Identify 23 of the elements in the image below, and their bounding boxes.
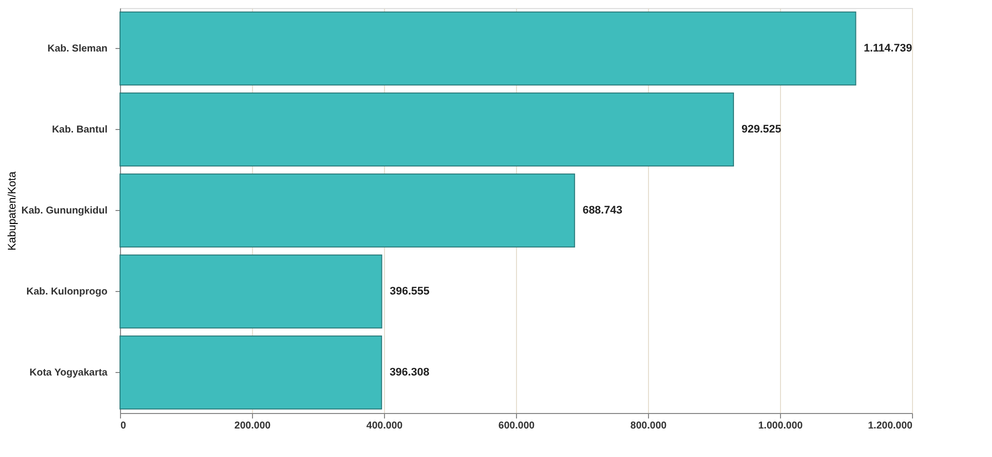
data-label: 396.308 <box>390 366 430 378</box>
bar <box>120 12 856 86</box>
data-label: 688.743 <box>582 204 622 216</box>
bar <box>120 174 576 248</box>
y-tick-label: Kab. Bantul <box>52 124 108 136</box>
x-tick-label: 600.000 <box>498 420 536 432</box>
y-axis-title: Kabupaten/Kota <box>6 170 18 250</box>
bar <box>120 92 734 166</box>
bar <box>120 254 382 328</box>
data-label: 1.114.739 <box>864 42 912 54</box>
x-tick-label: 1.000.000 <box>758 420 804 432</box>
data-label: 396.555 <box>390 286 430 298</box>
x-tick-label: 1.200.000 <box>868 420 913 432</box>
bar <box>120 336 382 410</box>
y-tick-label: Kab. Gunungkidul <box>21 206 108 216</box>
x-tick-label: 400.000 <box>366 420 404 432</box>
data-label: 929.525 <box>741 124 782 136</box>
x-tick-label: 800.000 <box>630 420 668 432</box>
y-tick-label: Kab. Kulonprogo <box>26 286 108 298</box>
x-tick-label: 200.000 <box>234 420 272 432</box>
y-tick-label: Kab. Sleman <box>47 44 108 54</box>
y-tick-label: Kota Yogyakarta <box>30 368 108 378</box>
x-tick-label: 0 <box>120 420 126 432</box>
